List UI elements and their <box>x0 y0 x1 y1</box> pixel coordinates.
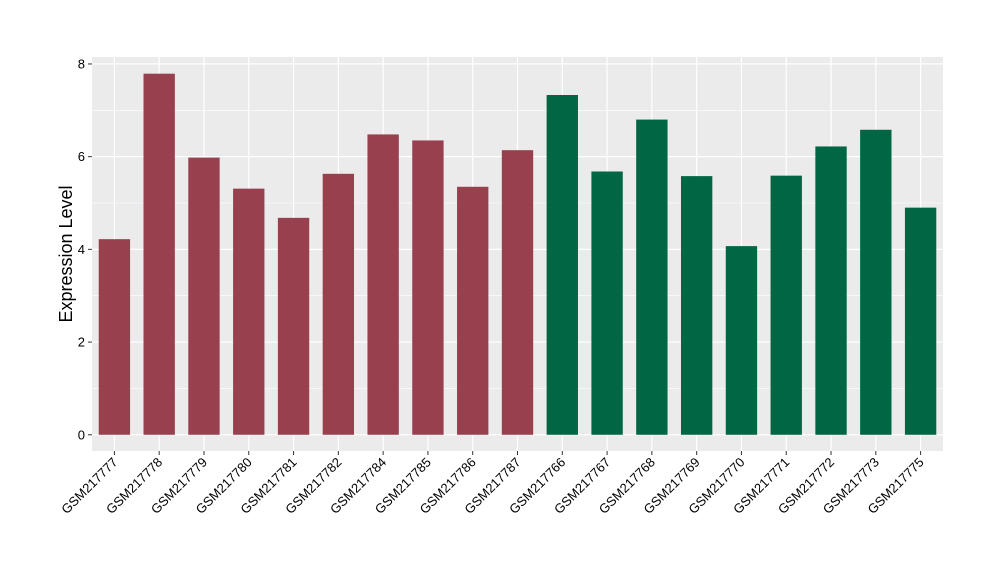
bar-gsm217775 <box>904 207 937 435</box>
y-tick-label: 2 <box>78 335 85 350</box>
bar-gsm217773 <box>860 129 892 435</box>
y-axis: 0 2 4 6 8 <box>78 56 92 442</box>
x-axis: GSM217777GSM217778GSM217779GSM217780GSM2… <box>58 451 927 517</box>
bar-gsm217780 <box>233 188 265 435</box>
bar-gsm217766 <box>546 95 578 435</box>
y-tick-label: 6 <box>78 149 85 164</box>
bar-gsm217769 <box>680 176 713 435</box>
y-tick-label: 4 <box>78 242 85 257</box>
bar-gsm217787 <box>501 150 534 435</box>
bar-gsm217771 <box>770 175 802 435</box>
bar-gsm217770 <box>725 246 758 435</box>
bar-gsm217778 <box>143 73 175 435</box>
bar-gsm217772 <box>815 146 847 435</box>
bar-gsm217782 <box>322 173 355 435</box>
bar-gsm217779 <box>188 157 220 435</box>
y-axis-title: Expression Level <box>56 185 76 322</box>
bar-gsm217767 <box>591 171 623 435</box>
bar-gsm217786 <box>457 186 489 435</box>
y-tick-label: 8 <box>78 56 85 71</box>
y-tick-label: 0 <box>78 427 85 442</box>
bar-gsm217777 <box>98 239 131 435</box>
bar-gsm217785 <box>412 140 444 435</box>
bars-group <box>98 73 937 435</box>
bar-gsm217784 <box>367 134 399 435</box>
bar-gsm217768 <box>636 119 668 435</box>
bar-gsm217781 <box>277 217 310 435</box>
